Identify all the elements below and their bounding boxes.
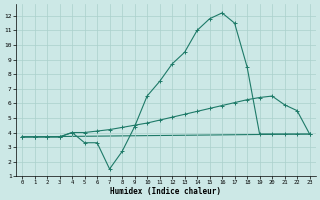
X-axis label: Humidex (Indice chaleur): Humidex (Indice chaleur) <box>110 187 221 196</box>
